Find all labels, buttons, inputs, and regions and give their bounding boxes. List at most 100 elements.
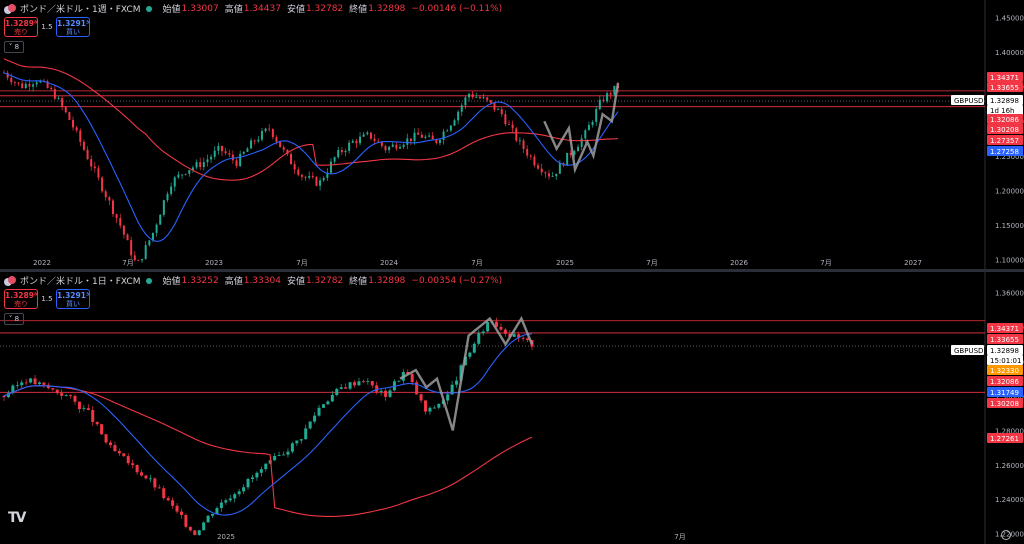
market-open-icon [146, 277, 153, 284]
candle-body [100, 424, 104, 435]
price-tag [987, 82, 1023, 92]
candle-body [606, 93, 609, 102]
candle-body [11, 385, 15, 394]
symbol-title[interactable]: ポンド／米ドル・1日・FXCM [20, 277, 141, 287]
candle-body [391, 144, 394, 147]
indicator-count: 8 [14, 43, 20, 51]
sell-button[interactable]: 1.3289⁸ 売り [4, 289, 38, 309]
candle-body [409, 138, 412, 142]
daily-chart-pane[interactable]: 1.360001.340001.320001.300001.280001.260… [0, 272, 1024, 544]
daily-chart-canvas[interactable]: 1.360001.340001.320001.300001.280001.260… [0, 272, 1024, 544]
candle-body [24, 83, 27, 89]
candle-body [93, 166, 96, 169]
candle-body [566, 152, 569, 166]
candle-body [113, 445, 117, 452]
candle-body [64, 106, 67, 113]
price-tag-label: 1.27261 [990, 435, 1019, 443]
candle-body [384, 390, 388, 397]
forecast-overlay-line [543, 82, 620, 174]
candle-body [468, 352, 472, 357]
candle-body [526, 149, 529, 156]
x-axis-tick-label: 2026 [730, 259, 748, 267]
candle-body [213, 150, 216, 157]
candle-body [33, 378, 37, 385]
candle-body [64, 395, 68, 396]
candle-body [584, 130, 587, 139]
pound-dollar-flag-icon [4, 275, 16, 286]
candle-body [28, 83, 31, 87]
candle-body [264, 128, 267, 131]
price-tag-label: 1.30208 [990, 126, 1019, 134]
candle-body [246, 148, 249, 152]
candle-body [237, 491, 241, 495]
price-tag [987, 72, 1023, 82]
tradingview-logo-icon[interactable]: TV [8, 510, 26, 526]
candle-body [373, 138, 376, 141]
candle-body [290, 154, 293, 165]
weekly-chart-pane[interactable]: 1.450001.400001.350001.300001.250001.200… [0, 0, 1024, 270]
candle-body [435, 139, 438, 143]
candle-body [140, 472, 144, 476]
candle-body [518, 140, 521, 142]
sell-price: 1.3289⁸ [5, 19, 38, 28]
candle-body [512, 334, 516, 337]
price-tag [987, 124, 1023, 134]
settings-gear-icon[interactable] [1001, 530, 1011, 540]
candle-body [219, 502, 223, 509]
candle-body [472, 343, 476, 353]
candle-body [397, 380, 401, 382]
candle-body [503, 329, 507, 334]
indicator-collapse-button[interactable]: ˅ 8 [4, 313, 24, 325]
open-value: 1.33007 [181, 3, 219, 14]
candle-body [388, 146, 391, 151]
price-tag [987, 365, 1023, 375]
candle-body [486, 97, 489, 101]
candle-body [521, 337, 525, 339]
candle-body [181, 174, 184, 176]
pane-divider[interactable] [0, 269, 1024, 272]
candle-body [15, 385, 19, 387]
candle-body [432, 407, 436, 409]
indicator-count: 8 [14, 315, 20, 323]
candle-body [82, 141, 85, 150]
candle-body [508, 124, 511, 125]
sell-button[interactable]: 1.3289⁸ 売り [4, 17, 38, 37]
spread-value: 1.5 [41, 295, 53, 303]
candle-body [337, 149, 340, 158]
buy-button[interactable]: 1.3291³ 買い [56, 289, 90, 309]
symbol-title[interactable]: ポンド／米ドル・1週・FXCM [20, 5, 141, 15]
candle-body [260, 130, 263, 140]
candle-body [357, 381, 361, 386]
price-tag [987, 105, 1023, 115]
candle-body [299, 439, 303, 441]
candle-body [119, 218, 122, 226]
low-value: 1.32782 [305, 275, 344, 286]
candle-body [137, 260, 140, 262]
candle-body [515, 128, 518, 141]
candle-body [450, 384, 454, 395]
candle-body [437, 403, 441, 408]
high-value: 1.33304 [243, 275, 281, 286]
candle-body [57, 98, 60, 99]
candle-body [6, 72, 9, 78]
ticker-tag [951, 345, 984, 355]
price-tag-label: 1.31749 [990, 389, 1019, 397]
candle-body [69, 395, 73, 396]
forecast-overlay-line [399, 315, 534, 431]
candle-body [53, 89, 56, 99]
candle-body [449, 125, 452, 131]
buy-button[interactable]: 1.3291³ 買い [56, 17, 90, 37]
candle-body [344, 387, 348, 389]
weekly-chart-canvas[interactable]: 1.450001.400001.350001.300001.250001.200… [0, 0, 1024, 270]
candle-body [300, 174, 303, 177]
candle-body [286, 149, 289, 155]
candle-body [602, 99, 605, 102]
buy-label: 買い [66, 28, 80, 36]
candle-body [141, 258, 144, 261]
candle-body [290, 443, 294, 452]
low-label: 安値 [286, 5, 305, 15]
candle-body [39, 80, 42, 83]
indicator-collapse-button[interactable]: ˅ 8 [4, 41, 24, 53]
candle-body [424, 400, 428, 412]
candle-body [477, 333, 481, 344]
